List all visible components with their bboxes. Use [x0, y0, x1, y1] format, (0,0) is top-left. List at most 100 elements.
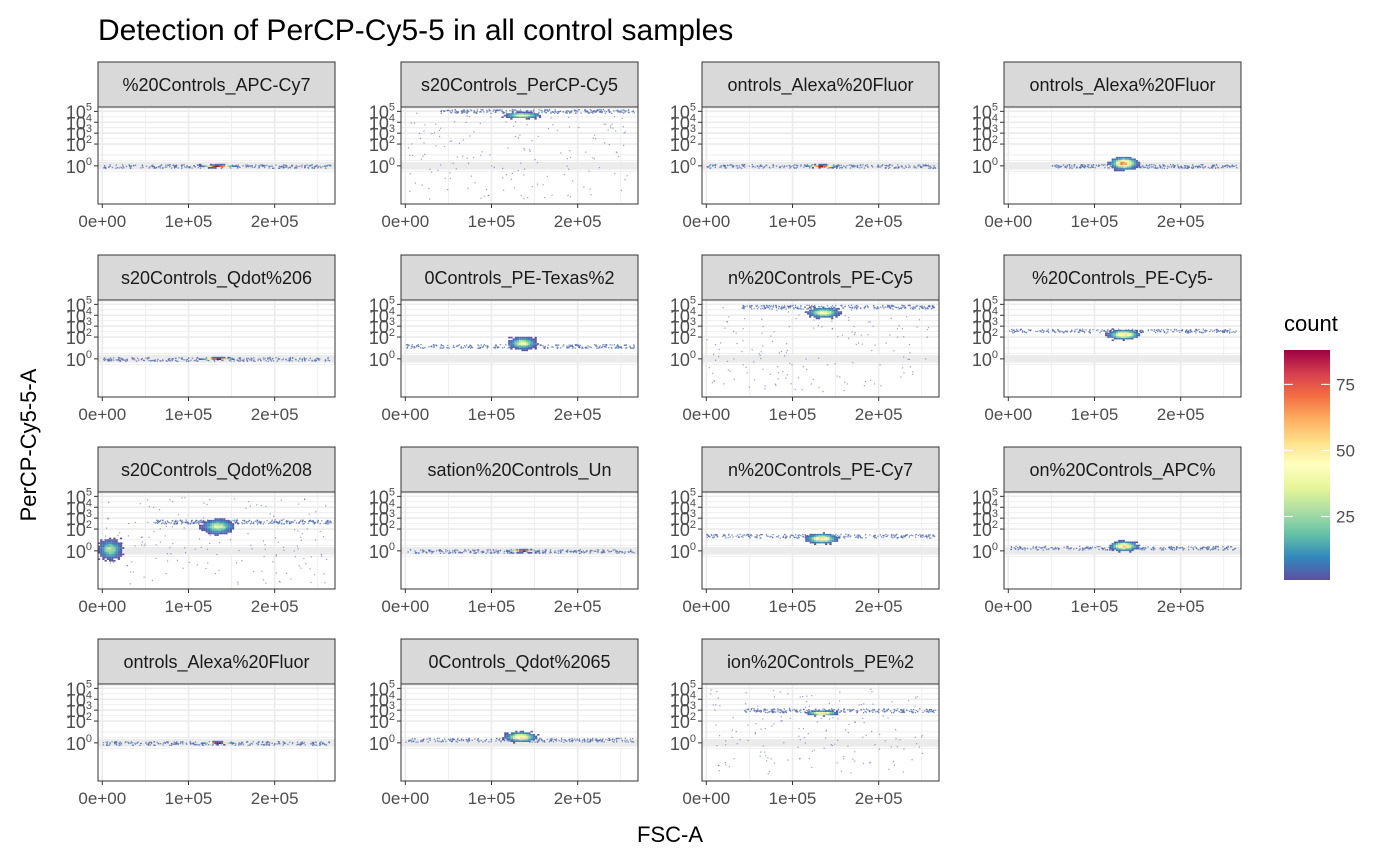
- density-bin: [216, 527, 219, 530]
- density-bin: [811, 540, 815, 542]
- density-bin: [214, 527, 217, 530]
- event-bin: [628, 109, 630, 111]
- event-bin: [172, 164, 174, 167]
- event-bin: [1192, 548, 1194, 551]
- event-bin: [120, 358, 122, 360]
- event-bin: [1066, 330, 1068, 332]
- event-bin: [776, 309, 778, 311]
- event-bin: [488, 108, 490, 111]
- event-bin: [260, 522, 262, 525]
- event-bin: [791, 534, 794, 536]
- density-bin: [820, 312, 823, 315]
- event-bin: [167, 521, 169, 523]
- event-bin: [104, 359, 106, 361]
- event-bin: [1047, 548, 1049, 551]
- density-bin: [1122, 158, 1125, 161]
- event-bin: [614, 347, 616, 349]
- density-bin: [822, 309, 825, 312]
- event-bin: [615, 109, 617, 112]
- event-bin: [589, 109, 591, 111]
- event-bin: [903, 372, 905, 374]
- event-bin: [482, 345, 485, 347]
- density-bin: [229, 523, 233, 525]
- density-bin: [205, 523, 208, 525]
- event-bin: [505, 344, 507, 346]
- density-bin: [221, 358, 224, 361]
- event-bin: [841, 304, 843, 307]
- event-bin: [871, 166, 874, 168]
- event-bin: [194, 166, 196, 168]
- event-bin: [926, 307, 928, 309]
- event-bin: [308, 520, 310, 522]
- event-bin: [1215, 328, 1217, 331]
- density-bin: [225, 526, 228, 528]
- density-bin: [111, 553, 114, 556]
- event-bin: [460, 111, 463, 113]
- event-bin: [1108, 331, 1110, 333]
- event-bin: [592, 110, 594, 112]
- density-bin: [216, 521, 219, 524]
- event-bin: [835, 536, 837, 538]
- event-bin: [302, 523, 304, 525]
- event-bin: [109, 359, 111, 361]
- event-bin: [1153, 546, 1155, 548]
- density-bin: [1122, 331, 1125, 334]
- event-bin: [299, 165, 301, 167]
- event-bin: [709, 536, 711, 538]
- density-bin: [225, 531, 228, 533]
- event-bin: [505, 109, 508, 112]
- event-bin: [793, 167, 796, 169]
- event-bin: [869, 534, 871, 536]
- event-bin: [1065, 167, 1068, 169]
- event-bin: [301, 166, 303, 168]
- event-bin: [191, 357, 194, 359]
- event-bin: [758, 353, 760, 355]
- density-bin: [827, 541, 830, 544]
- event-bin: [1073, 330, 1076, 333]
- density-bin: [809, 309, 812, 312]
- event-bin: [879, 534, 882, 536]
- density-bin: [525, 111, 528, 114]
- event-bin: [455, 168, 457, 170]
- event-bin: [909, 307, 912, 309]
- event-bin: [238, 357, 240, 359]
- density-bin: [816, 535, 819, 538]
- event-bin: [1029, 329, 1031, 331]
- y-tick-label: 105: [369, 486, 395, 507]
- event-bin: [900, 307, 902, 310]
- density-bin: [1113, 158, 1117, 161]
- event-bin: [626, 175, 628, 177]
- event-bin: [724, 167, 726, 169]
- density-bin: [527, 111, 531, 114]
- event-bin: [759, 533, 762, 536]
- event-bin: [148, 359, 150, 362]
- event-bin: [915, 533, 918, 536]
- density-bin: [227, 527, 230, 530]
- event-bin: [289, 522, 292, 524]
- density-bin: [829, 537, 832, 539]
- event-bin: [139, 503, 141, 505]
- event-bin: [304, 360, 306, 362]
- event-bin: [804, 533, 806, 536]
- event-bin: [922, 307, 924, 309]
- event-bin: [563, 174, 565, 176]
- event-bin: [885, 533, 887, 536]
- event-bin: [1149, 165, 1151, 167]
- event-bin: [1142, 165, 1144, 167]
- event-bin: [1154, 165, 1157, 167]
- density-bin: [809, 538, 812, 541]
- event-bin: [762, 167, 764, 169]
- event-bin: [570, 111, 573, 113]
- event-bin: [857, 537, 859, 539]
- event-bin: [444, 177, 446, 179]
- event-bin: [583, 109, 586, 111]
- event-bin: [620, 189, 622, 191]
- density-bin: [1129, 334, 1132, 337]
- event-bin: [1209, 167, 1211, 169]
- event-bin: [1172, 546, 1174, 548]
- event-bin: [871, 165, 873, 167]
- event-bin: [488, 194, 490, 196]
- event-bin: [1184, 166, 1186, 168]
- event-bin: [289, 166, 291, 168]
- event-bin: [885, 165, 887, 167]
